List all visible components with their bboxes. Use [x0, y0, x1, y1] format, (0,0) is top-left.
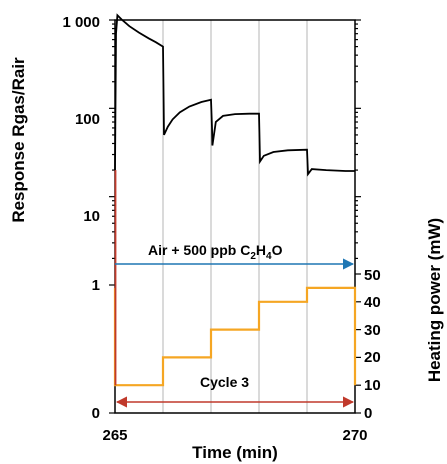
y-right-axis-title: Heating power (mW) — [425, 218, 444, 382]
x-tick-label: 270 — [342, 427, 367, 444]
exposure-label: Air + 500 ppb C2H4O — [148, 242, 283, 262]
yright-tick-label: 30 — [364, 322, 381, 339]
yright-tick-label: 20 — [364, 349, 381, 366]
response-series — [114, 13, 355, 177]
x-gridlines — [162, 20, 308, 413]
yright-tick-label: 40 — [364, 294, 381, 311]
y-left-axis-title: Response Rgas/Rair — [9, 57, 28, 223]
heating-power-series — [113, 286, 357, 387]
yleft-tick-label: 1 — [92, 277, 100, 294]
yright-tick-label: 0 — [364, 405, 372, 422]
yright-tick-label: 10 — [364, 377, 381, 394]
right-axis-ticks — [355, 19, 361, 414]
yleft-tick-label: 100 — [75, 111, 100, 128]
plot-frame — [114, 19, 356, 414]
yleft-tick-label: 0 — [92, 405, 100, 422]
yright-tick-label: 50 — [364, 267, 381, 284]
x-axis-title: Time (min) — [192, 443, 278, 462]
x-tick-label: 265 — [102, 427, 127, 444]
cycle-label: Cycle 3 — [200, 374, 249, 390]
yleft-tick-label: 1 000 — [62, 14, 100, 31]
yleft-tick-label: 10 — [83, 208, 100, 225]
